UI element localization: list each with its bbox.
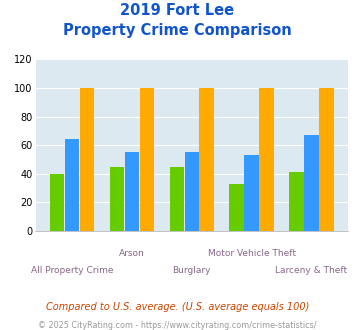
Bar [245,155,259,231]
Bar [140,88,154,231]
Bar [304,135,319,231]
Text: Larceny & Theft: Larceny & Theft [275,266,348,275]
Bar [80,88,94,231]
Bar [170,167,184,231]
Bar [319,88,334,231]
Text: Compared to U.S. average. (U.S. average equals 100): Compared to U.S. average. (U.S. average … [46,302,309,312]
Bar [65,140,79,231]
Text: Motor Vehicle Theft: Motor Vehicle Theft [208,249,296,258]
Bar [125,152,139,231]
Bar [200,88,214,231]
Text: Burglary: Burglary [173,266,211,275]
Text: Property Crime Comparison: Property Crime Comparison [63,23,292,38]
Text: All Property Crime: All Property Crime [31,266,113,275]
Text: Arson: Arson [119,249,144,258]
Bar [50,174,64,231]
Bar [110,167,124,231]
Bar [289,172,304,231]
Text: 2019 Fort Lee: 2019 Fort Lee [120,3,235,18]
Bar [185,152,199,231]
Bar [260,88,274,231]
Text: © 2025 CityRating.com - https://www.cityrating.com/crime-statistics/: © 2025 CityRating.com - https://www.city… [38,321,317,330]
Bar [229,184,244,231]
